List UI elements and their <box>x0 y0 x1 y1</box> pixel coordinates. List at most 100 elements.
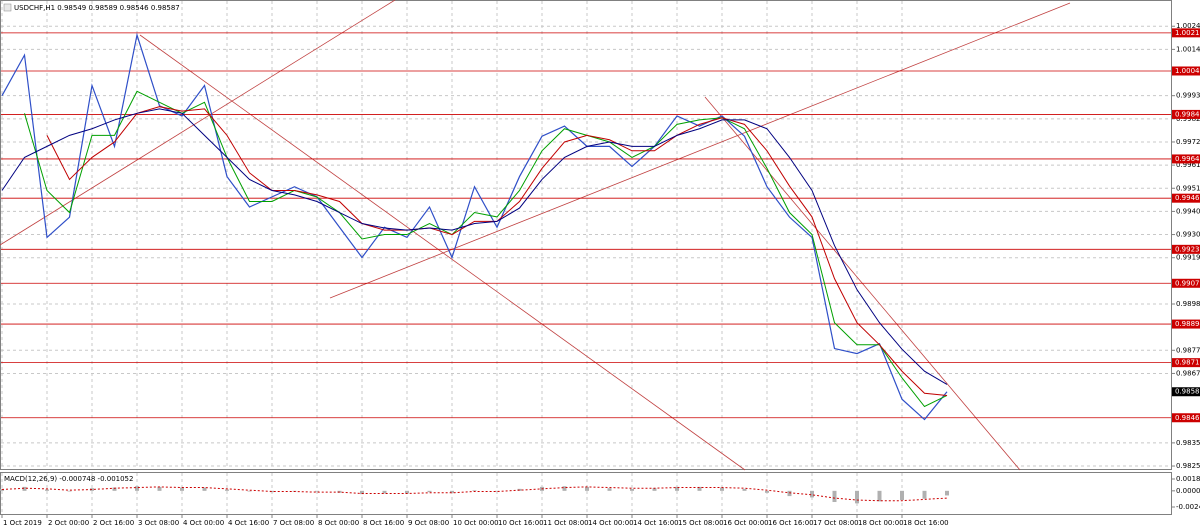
level-label: 1.00215 <box>1175 29 1200 37</box>
macd-bar <box>405 490 409 494</box>
macd-bar <box>877 490 882 502</box>
level-label: 1.00042 <box>1175 67 1200 75</box>
macd-bar <box>157 486 162 491</box>
y-tick-label: 0.98250 <box>1176 462 1200 470</box>
level-label-box <box>1172 193 1200 203</box>
macd-bar <box>45 489 49 491</box>
x-tick-label: 4 Oct 00:00 <box>183 519 224 527</box>
macd-bar <box>22 486 27 491</box>
level-label: 0.99643 <box>1175 155 1200 163</box>
price-line <box>1 32 948 421</box>
macd-bar <box>67 490 72 492</box>
level-label-box <box>1172 28 1200 38</box>
y-tick-label: 0.98355 <box>1176 439 1200 447</box>
level-label: 0.98719 <box>1175 359 1200 367</box>
macd-bar <box>427 490 432 493</box>
level-label: 0.99079 <box>1175 279 1200 287</box>
y-tick-label: 0.99195 <box>1176 254 1200 262</box>
macd-bar <box>112 487 117 491</box>
level-label: 0.99845 <box>1175 110 1200 118</box>
level-label-box <box>1172 154 1200 164</box>
plot <box>0 32 1171 504</box>
y-tick-label: 0.99615 <box>1176 161 1200 169</box>
x-tick-label: 11 Oct 08:00 <box>543 519 589 527</box>
macd-bar <box>585 486 589 491</box>
x-tick-label: 10 Oct 16:00 <box>498 519 544 527</box>
level-label-box <box>1172 244 1200 254</box>
macd-pane-frame <box>0 472 1172 515</box>
macd-bar <box>382 490 387 494</box>
macd-bar <box>810 490 814 498</box>
level-label-box <box>1172 66 1200 76</box>
macd-bar <box>360 490 364 495</box>
macd-bar <box>945 490 949 496</box>
x-tick-label: 2 Oct 00:00 <box>48 519 89 527</box>
grid <box>1 1 1171 514</box>
x-tick-label: 2 Oct 16:00 <box>93 519 134 527</box>
macd-bar <box>765 490 769 493</box>
x-tick-label: 15 Oct 08:00 <box>678 519 724 527</box>
y-tick-label: 0.98775 <box>1176 346 1200 354</box>
level-label: 0.98894 <box>1175 320 1200 328</box>
level-label: 0.98469 <box>1175 414 1200 422</box>
macd-bar <box>225 489 229 491</box>
x-tick-label: 8 Oct 16:00 <box>363 519 404 527</box>
x-tick-label: 3 Oct 08:00 <box>138 519 179 527</box>
current-price-box <box>1172 387 1200 397</box>
x-tick-label: 14 Oct 00:00 <box>588 519 634 527</box>
macd-bar <box>0 488 4 491</box>
moving-average <box>24 90 948 408</box>
x-tick-label: 9 Oct 08:00 <box>408 519 449 527</box>
x-tick-label: 17 Oct 08:00 <box>813 519 859 527</box>
macd-bar <box>697 486 702 491</box>
level-label-box <box>1172 278 1200 288</box>
symbol-icon <box>3 3 12 12</box>
x-tick-label: 18 Oct 16:00 <box>903 519 949 527</box>
macd-bar <box>472 490 477 491</box>
macd-bar <box>450 490 454 493</box>
level-label: 0.99233 <box>1175 245 1200 253</box>
x-tick-label: 1 Oct 2019 <box>3 519 42 527</box>
x-tick-label: 10 Oct 00:00 <box>453 519 499 527</box>
macd-bar <box>652 488 657 491</box>
macd-bar <box>630 488 634 491</box>
macd-bar <box>855 490 859 504</box>
y-tick-label: -0.002460 <box>1176 503 1200 511</box>
signal-line <box>1 486 948 502</box>
macd-bar <box>562 486 567 491</box>
macd-bar <box>90 488 94 491</box>
macd-bar <box>135 486 139 491</box>
macd-bar <box>922 490 927 499</box>
moving-average <box>1 108 948 385</box>
y-tick-label: 0.000000 <box>1176 487 1200 495</box>
chart-title: USDCHF,H1 0.98549 0.98589 0.98546 0.9858… <box>14 4 180 12</box>
x-tick-label: 7 Oct 08:00 <box>273 519 314 527</box>
x-tick-label: 16 Oct 00:00 <box>723 519 769 527</box>
macd-bar <box>832 490 837 503</box>
x-tick-label: 16 Oct 16:00 <box>768 519 814 527</box>
macd-bar <box>742 488 747 491</box>
level-label-box <box>1172 413 1200 423</box>
macd-bar <box>315 490 319 492</box>
y-tick-label: 1.00245 <box>1176 22 1200 30</box>
level-label-box <box>1172 358 1200 368</box>
macd-title: MACD(12,26,9) -0.000748 -0.001052 <box>4 475 133 483</box>
y-tick-label: 0.98985 <box>1176 300 1200 308</box>
level-label-box <box>1172 319 1200 329</box>
trend-line <box>139 34 746 471</box>
trend-line <box>0 0 396 246</box>
macd-bar <box>787 490 792 497</box>
current-price-label: 0.98587 <box>1175 388 1200 396</box>
macd-bar <box>900 490 904 501</box>
macd-bar <box>202 487 207 491</box>
trend-line <box>329 2 1071 299</box>
x-tick-label: 18 Oct 00:00 <box>858 519 904 527</box>
macd-bar <box>495 490 499 492</box>
x-tick-label: 8 Oct 00:00 <box>318 519 359 527</box>
macd-bar <box>270 490 274 493</box>
